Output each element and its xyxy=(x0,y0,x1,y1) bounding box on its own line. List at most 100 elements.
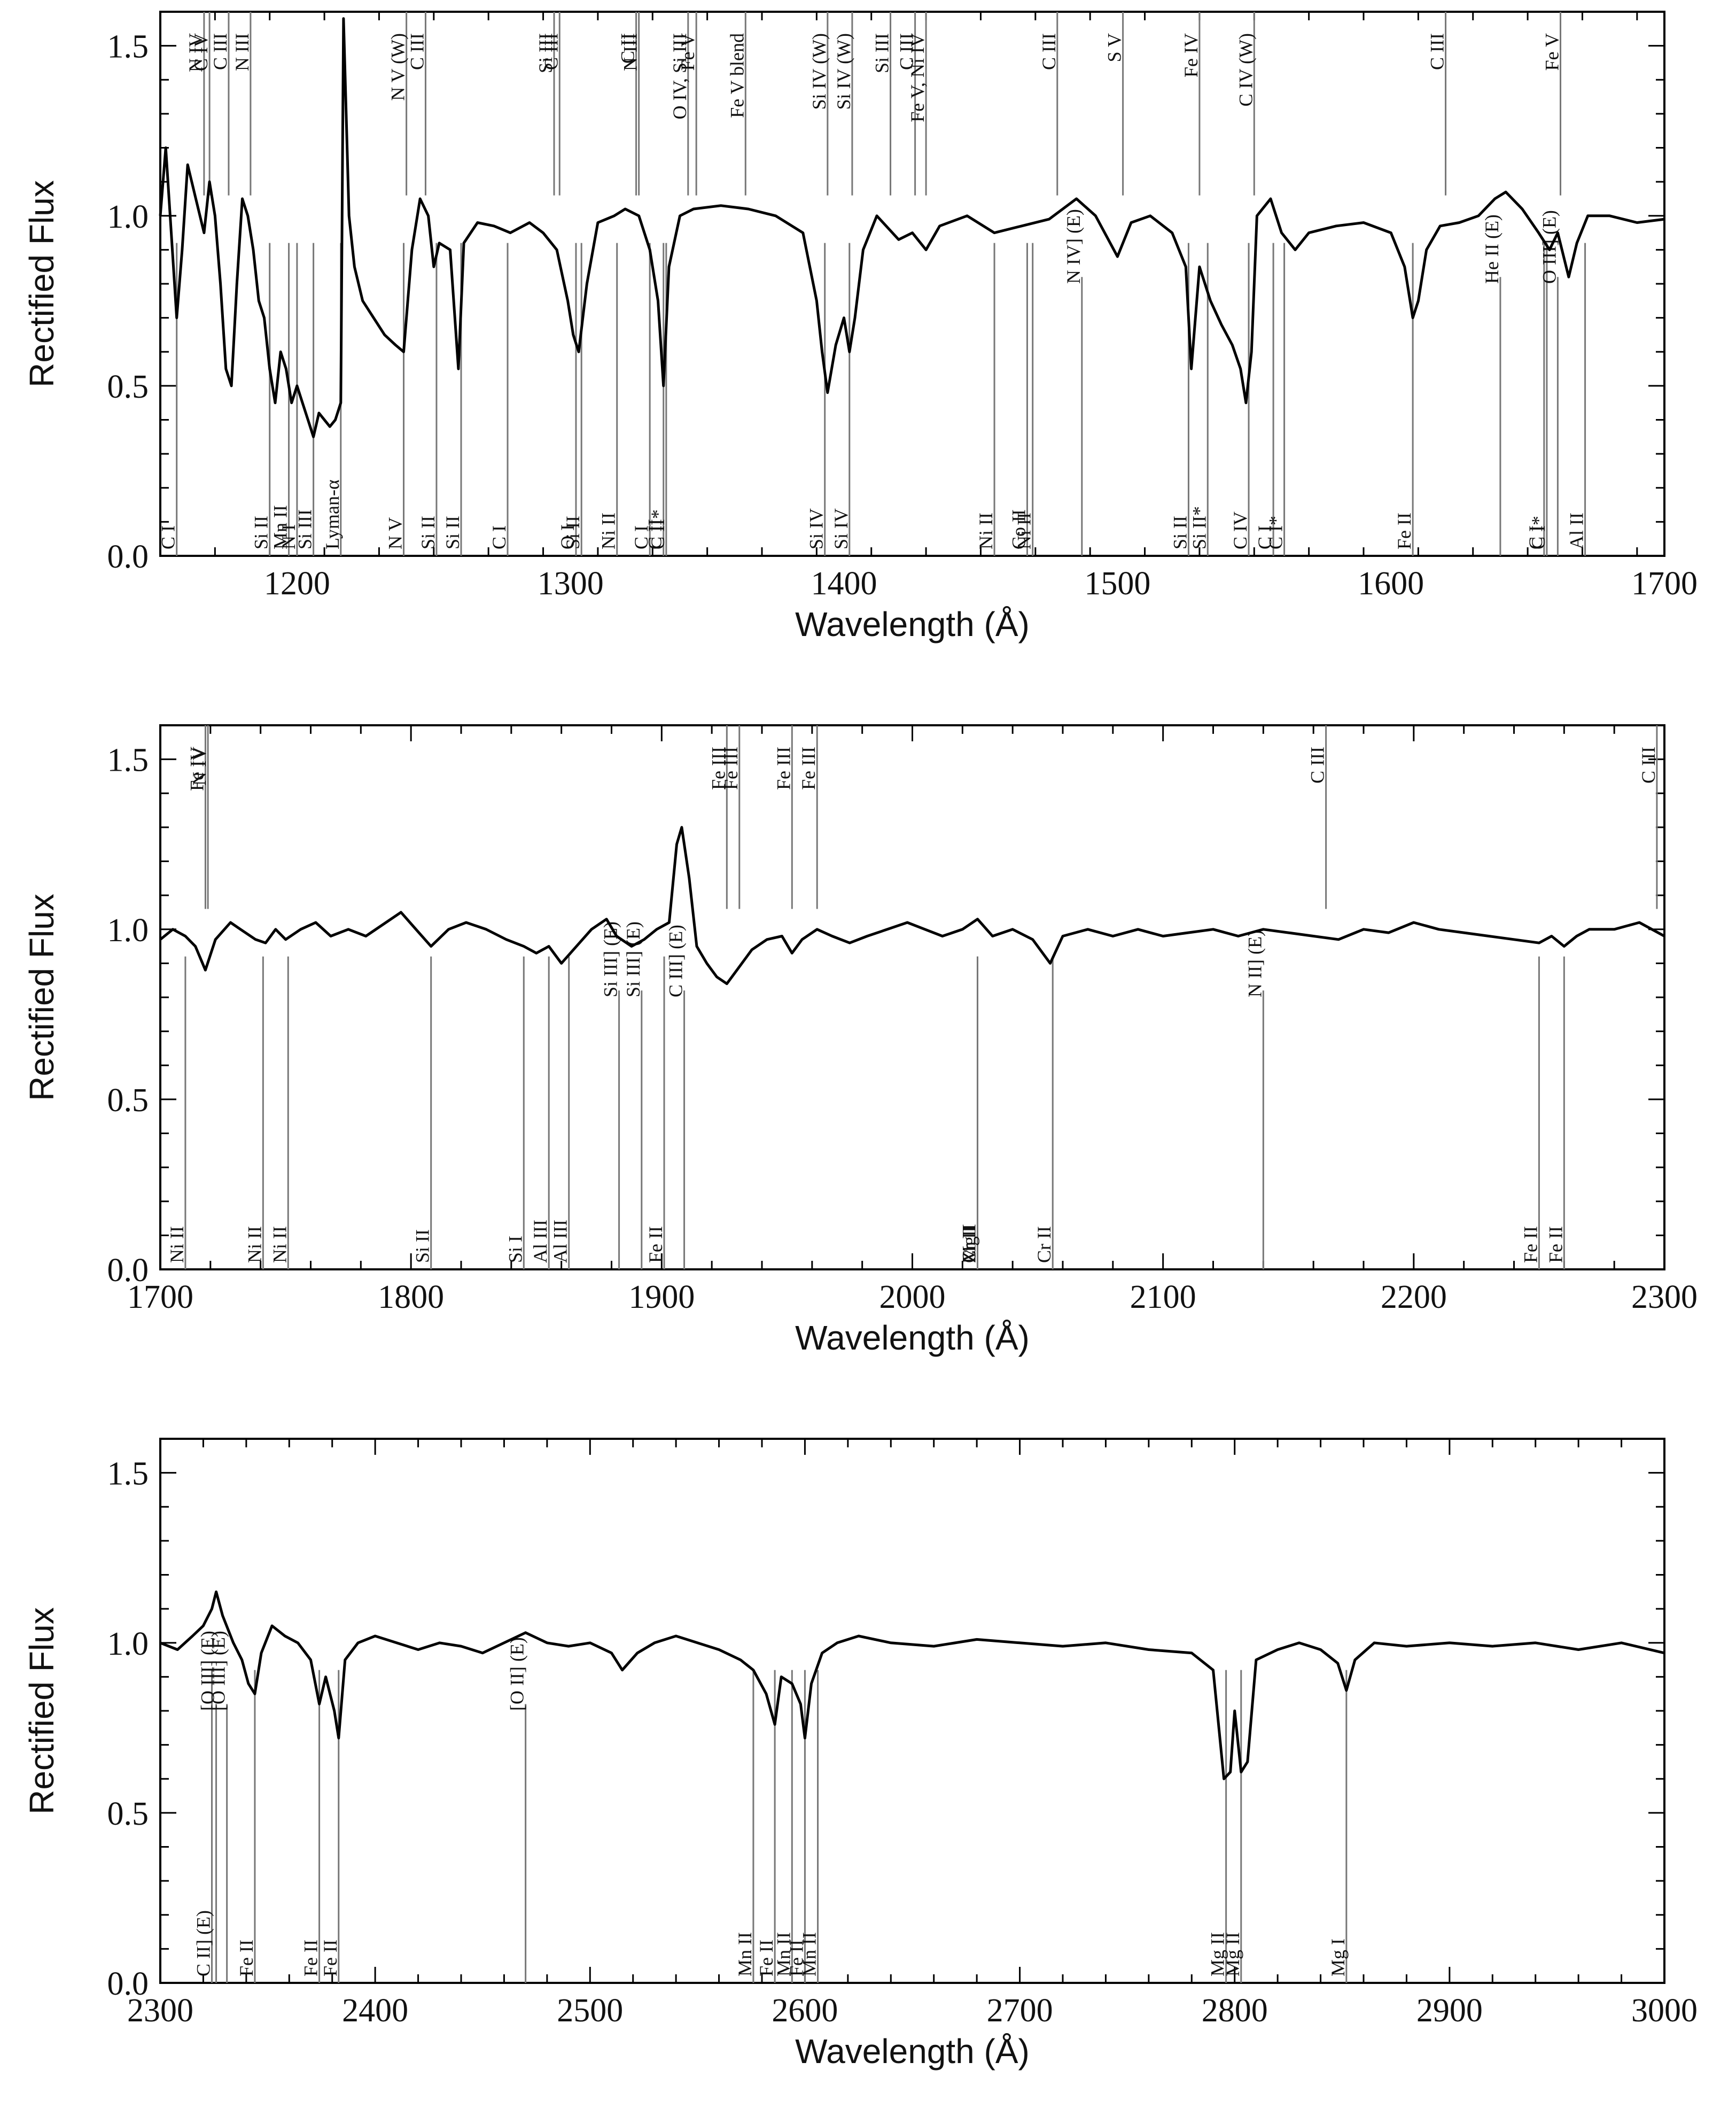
line-label: Fe IV xyxy=(1180,33,1202,77)
x-axis-title: Wavelength (Å) xyxy=(795,1319,1030,1357)
line-label: C II xyxy=(644,519,666,549)
line-label: C I xyxy=(1254,525,1275,549)
line-label: C I xyxy=(488,525,510,549)
line-label: Cr II xyxy=(958,1226,979,1263)
x-tick-label: 2300 xyxy=(1631,1279,1698,1315)
y-tick-label: 1.5 xyxy=(107,742,149,779)
line-label: C III] (E) xyxy=(665,925,687,997)
x-axis-title: Wavelength (Å) xyxy=(795,605,1030,644)
line-label: Fe II xyxy=(1545,1226,1566,1263)
line-label: Fe II xyxy=(756,1940,777,1976)
line-label: Mn II xyxy=(734,1932,756,1976)
x-tick-label: 1700 xyxy=(127,1279,193,1315)
line-label: N IV xyxy=(189,747,210,786)
line-label: C II xyxy=(617,33,639,64)
x-axis-title: Wavelength (Å) xyxy=(795,2032,1030,2071)
line-label: C IV (W) xyxy=(1235,33,1256,106)
line-label: Fe III xyxy=(707,747,729,790)
line-label: C I* xyxy=(1528,516,1549,549)
line-label: Fe V, Ni IV xyxy=(907,33,928,122)
panel-top: 1200 1300 1400 1500 1600 1700 0.0 0.5 1.0 1.5 Wave… xyxy=(22,11,1698,644)
line-label: C I xyxy=(1525,525,1546,549)
line-label: C III xyxy=(1038,33,1060,70)
x-tick-label: 2700 xyxy=(987,1993,1053,2029)
panel-bottom: 2300 2400 2500 2600 2700 2800 2900 3000 0.0 0.5 1.… xyxy=(22,1438,1698,2071)
line-label: C I xyxy=(630,525,652,549)
spectrum-line-bottom xyxy=(160,1590,1665,1780)
line-label: [O III] (E) xyxy=(208,1631,229,1711)
line-label: C III xyxy=(1638,747,1659,784)
line-label: Fe III xyxy=(773,747,794,790)
line-label: Si IV (W) xyxy=(808,33,830,110)
x-tick-label: 1300 xyxy=(538,565,604,602)
line-label: N II] (E) xyxy=(1244,930,1265,997)
line-label: Co II xyxy=(1008,509,1029,549)
y-axis-title: Rectified Flux xyxy=(22,1607,61,1815)
line-label: Si III xyxy=(535,33,556,73)
line-label: [O III] (E) xyxy=(197,1631,219,1711)
line-label: Ni II xyxy=(269,1226,290,1263)
line-label: Si III xyxy=(871,33,893,73)
x-tick-label: 1500 xyxy=(1084,565,1150,602)
x-tick-label: 2200 xyxy=(1381,1279,1447,1315)
plot-frame-middle xyxy=(159,724,1665,1270)
y-tick-label: 0.0 xyxy=(107,539,149,575)
y-tick-label: 0.5 xyxy=(107,1796,149,1832)
line-label: S V xyxy=(1104,33,1125,62)
line-label: [O II] (E) xyxy=(507,1637,528,1711)
line-label: Fe II xyxy=(1520,1226,1541,1263)
x-tick-label: 1700 xyxy=(1631,565,1698,602)
line-label: Fe V blend xyxy=(726,33,748,118)
x-tick-label: 1800 xyxy=(378,1279,444,1315)
line-label: Fe V xyxy=(677,33,698,71)
line-label: Ni II xyxy=(1014,513,1035,549)
line-label: N IV] (E) xyxy=(1063,209,1084,284)
line-label: Si II xyxy=(1169,516,1190,549)
line-label: Si II* xyxy=(1188,506,1210,549)
line-label: Mg I xyxy=(958,1225,979,1263)
x-tick-label: 2900 xyxy=(1416,1993,1483,2029)
y-tick-label: 0.0 xyxy=(107,1252,149,1289)
line-label: C III xyxy=(896,33,917,70)
x-tick-label: 1900 xyxy=(628,1279,695,1315)
line-label: Mn II xyxy=(270,505,291,549)
line-label: C III xyxy=(1307,747,1328,784)
x-tick-label: 2500 xyxy=(557,1993,623,2029)
line-label: C III xyxy=(209,33,231,70)
panel-middle: 1700 1800 1900 2000 2100 2200 2300 0.0 0.5 1.0 1.5… xyxy=(22,724,1698,1357)
line-label: N V (W) xyxy=(387,33,409,101)
line-label: Fe II xyxy=(236,1940,257,1976)
spectrum-line-top xyxy=(159,17,1665,438)
line-label: Ni II xyxy=(975,513,997,549)
plot-frame-bottom xyxy=(159,1438,1665,1984)
line-label: Ni II xyxy=(598,513,619,549)
line-label: C I* xyxy=(1265,516,1287,549)
line-label: N V xyxy=(385,517,406,549)
line-label: Fe II xyxy=(1394,513,1415,549)
line-label: N IV xyxy=(185,33,206,72)
x-tick-label: 1400 xyxy=(811,565,877,602)
y-tick-label: 1.0 xyxy=(107,1626,149,1662)
line-label: O IV, Si III xyxy=(669,33,690,119)
line-label: C III xyxy=(540,33,562,70)
line-label: Fe III xyxy=(720,747,742,790)
x-tick-label: 2100 xyxy=(1130,1279,1196,1315)
line-label: Si II xyxy=(442,516,463,549)
line-label: Fe V xyxy=(1542,33,1563,71)
line-label: He II (E) xyxy=(1481,214,1503,284)
line-label: Mg II xyxy=(1207,1932,1228,1976)
line-label: Si II xyxy=(562,516,583,549)
x-tick-label: 2300 xyxy=(127,1993,193,2029)
line-label: Fe IV xyxy=(186,747,207,791)
spectrum-line-middle xyxy=(159,826,1665,986)
line-label: C II] (E) xyxy=(193,1910,214,1976)
x-tick-label: 2800 xyxy=(1202,1993,1268,2029)
x-tick-label: 2000 xyxy=(879,1279,946,1315)
line-label: C III xyxy=(406,33,427,70)
line-label: Fe II xyxy=(300,1940,322,1976)
y-tick-label: 0.0 xyxy=(107,1966,149,2002)
line-label: C II* xyxy=(647,509,668,549)
line-label: O I xyxy=(557,524,578,549)
x-tick-label: 1200 xyxy=(264,565,330,602)
y-tick-label: 1.0 xyxy=(107,199,149,235)
